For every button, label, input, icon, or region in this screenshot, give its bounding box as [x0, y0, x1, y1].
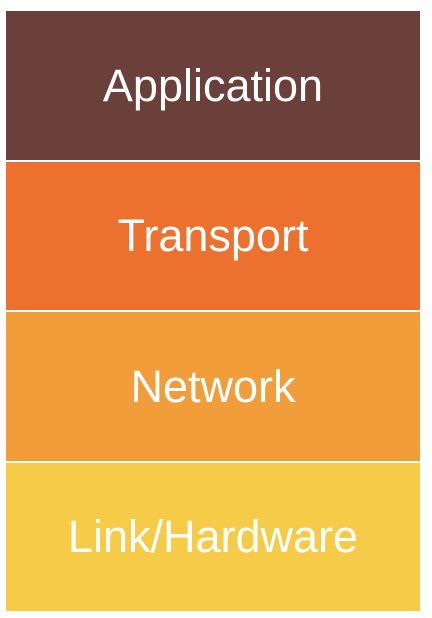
layer-label-application: Application: [102, 59, 324, 111]
layer-transport: Transport: [6, 161, 420, 312]
layer-label-link-hardware: Link/Hardware: [67, 511, 359, 563]
layer-label-transport: Transport: [117, 210, 309, 262]
layer-application: Application: [6, 11, 420, 162]
layer-label-network: Network: [130, 360, 296, 412]
layer-link-hardware: Link/Hardware: [6, 462, 420, 611]
layer-network: Network: [6, 312, 420, 463]
protocol-layer-stack: Application Transport Network Link/Hardw…: [6, 11, 420, 611]
